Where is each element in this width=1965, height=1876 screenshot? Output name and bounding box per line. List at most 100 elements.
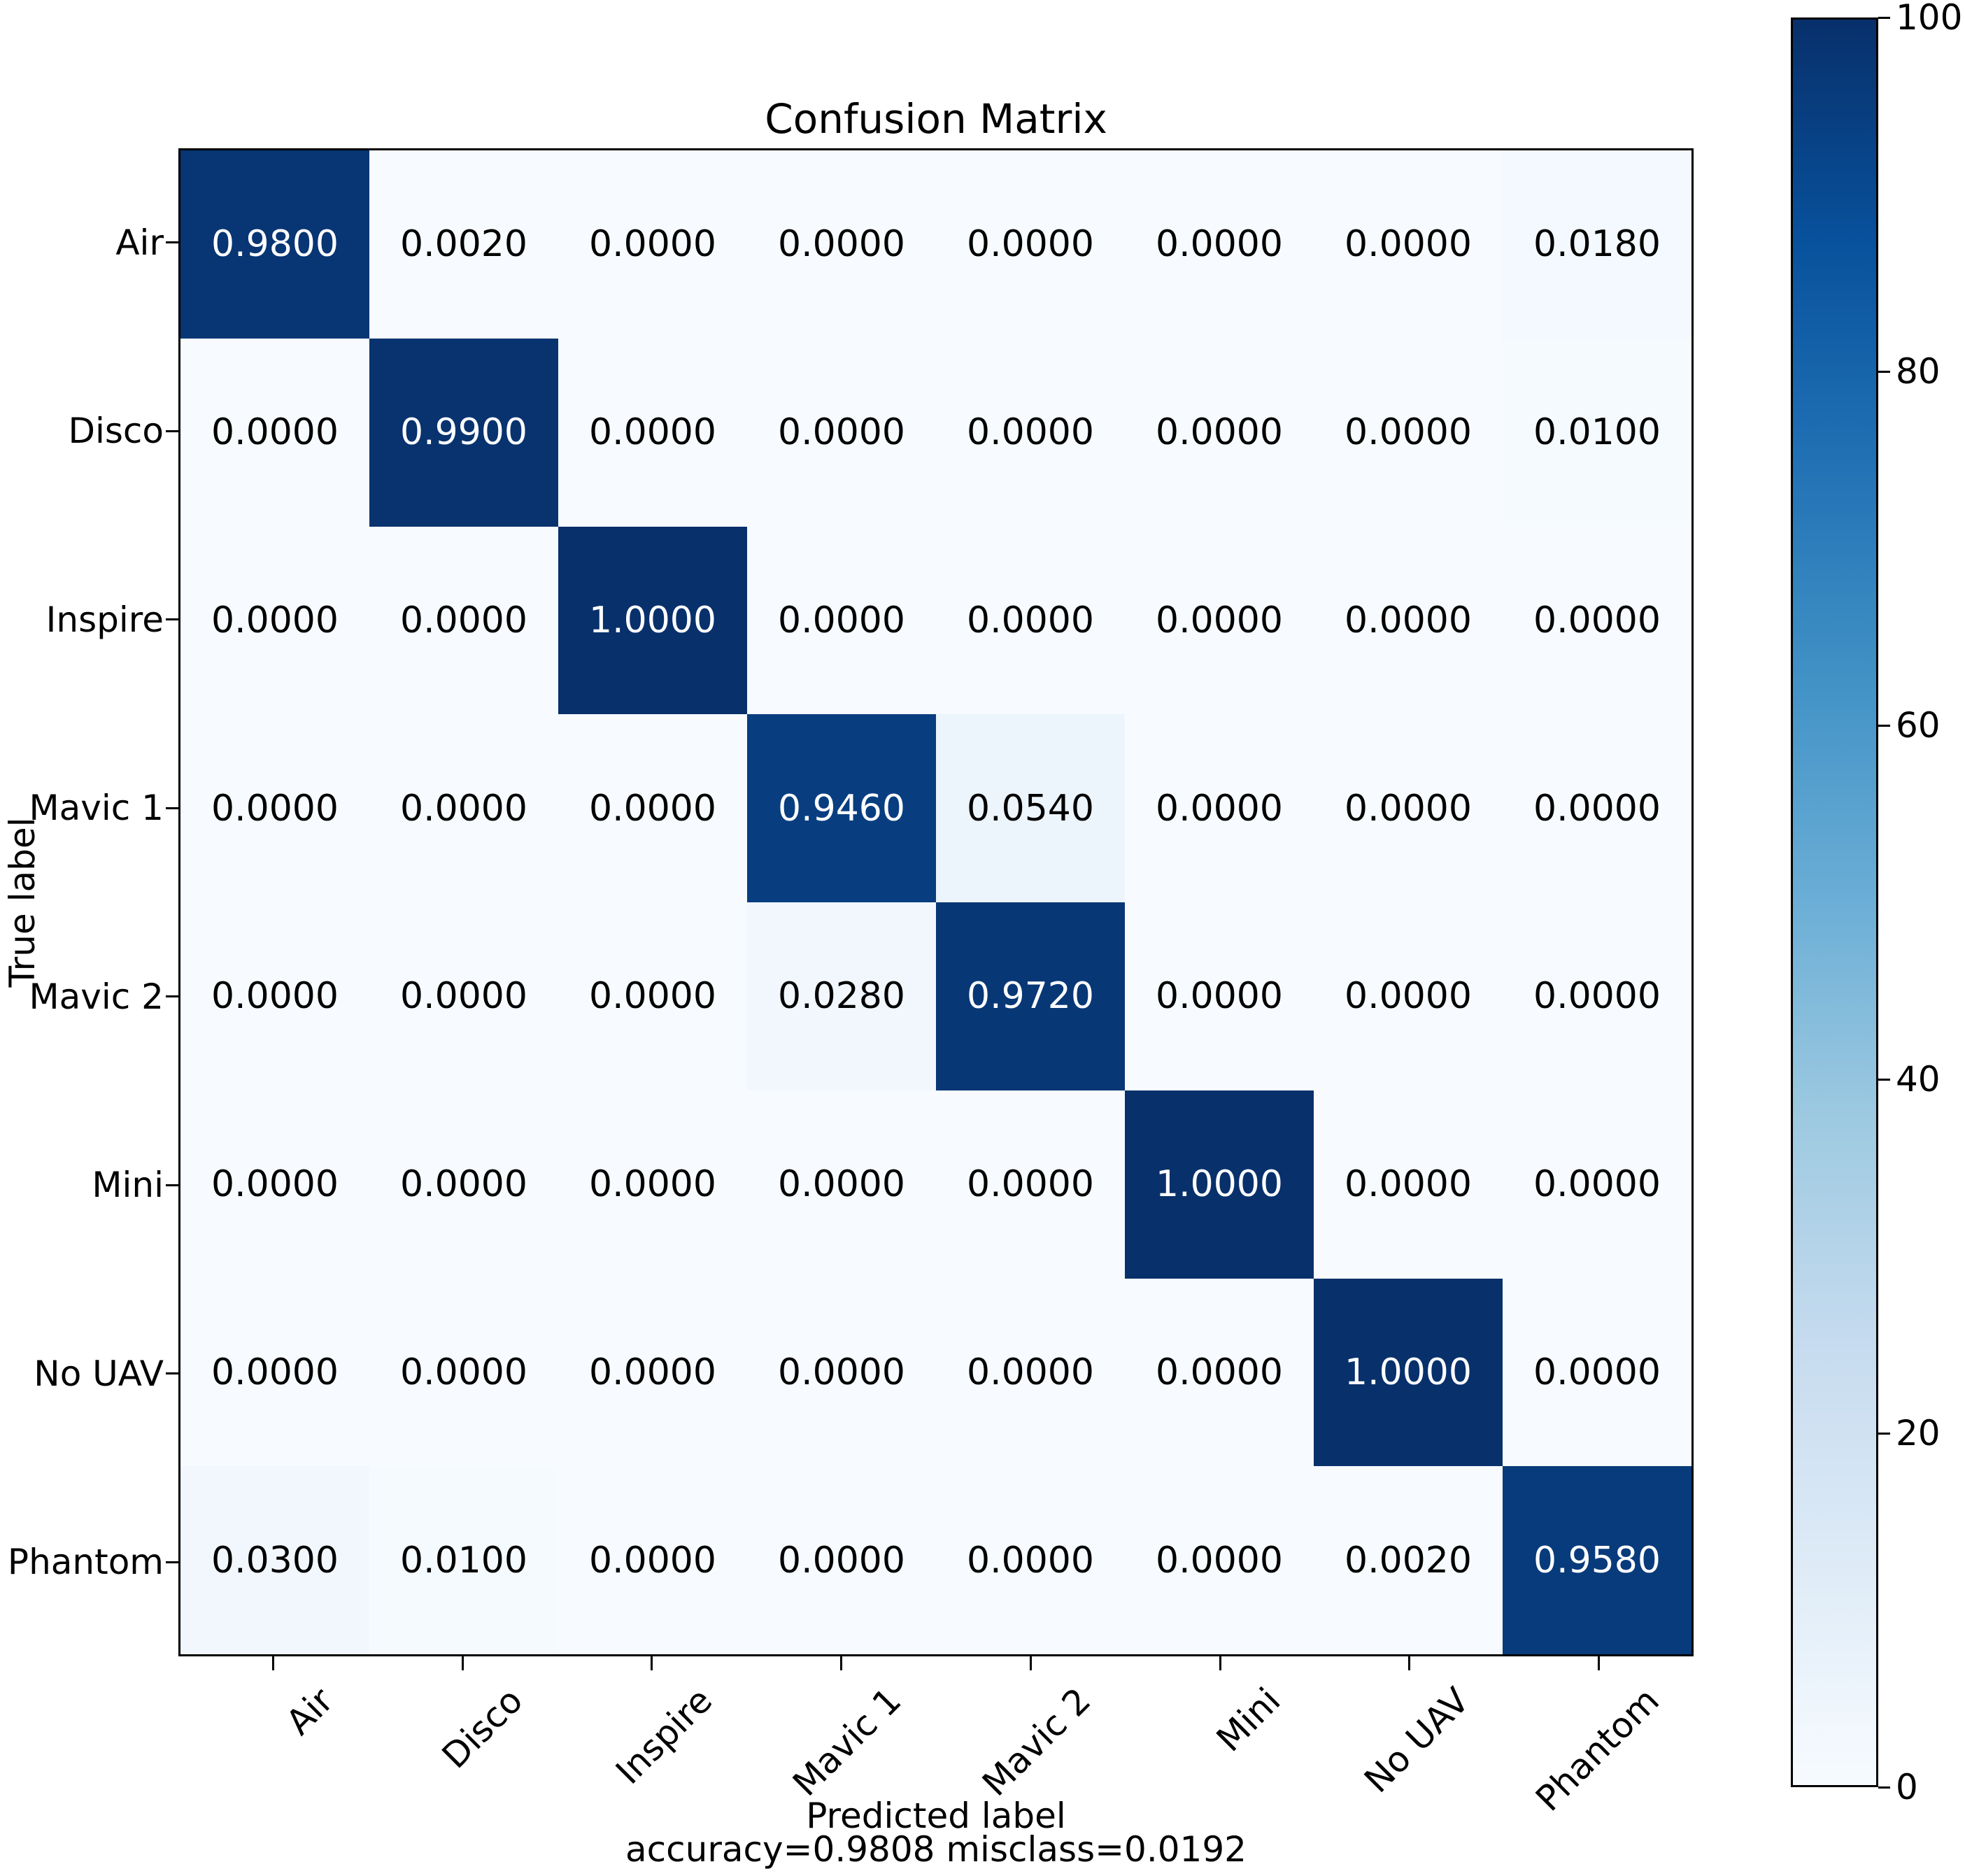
heatmap-cell: 0.0000 (1125, 902, 1314, 1090)
heatmap-cell: 0.0020 (369, 150, 558, 339)
colorbar-tick-label: 40 (1896, 1059, 1941, 1100)
y-tick-label: Disco (68, 411, 164, 452)
y-tick-mark (166, 1184, 178, 1186)
y-tick-mark (166, 1561, 178, 1563)
y-tick-label: Air (115, 222, 164, 263)
colorbar-tick-mark (1878, 1432, 1890, 1435)
x-tick-label: Mini (1208, 1679, 1289, 1760)
x-tick-label: Inspire (607, 1679, 720, 1792)
heatmap-cell: 0.0000 (1314, 1090, 1503, 1279)
heatmap-cell: 1.0000 (1314, 1278, 1503, 1467)
heatmap-cell: 0.0000 (369, 902, 558, 1090)
x-tick-mark (1219, 1656, 1221, 1670)
heatmap-cell: 0.0000 (558, 1466, 747, 1654)
heatmap-cell: 0.0540 (936, 714, 1125, 902)
accuracy-note: accuracy=0.9808 misclass=0.0192 (625, 1829, 1247, 1870)
x-tick-label: Phantom (1527, 1679, 1667, 1819)
x-tick-label: Mavic 2 (974, 1679, 1099, 1804)
x-axis-title: Predicted label (806, 1796, 1066, 1836)
colorbar-tick-label: 20 (1896, 1413, 1941, 1454)
y-tick-mark (166, 1372, 178, 1375)
heatmap-cell: 1.0000 (558, 526, 747, 715)
heatmap-cell: 0.0000 (747, 150, 936, 339)
y-tick-mark (166, 806, 178, 809)
heatmap-cell: 0.0000 (180, 714, 369, 902)
heatmap-cell: 0.0000 (747, 338, 936, 527)
y-tick-mark (166, 241, 178, 244)
heatmap-cell: 0.9900 (369, 338, 558, 527)
x-tick-label: Air (278, 1679, 341, 1743)
heatmap-cell: 0.0000 (1314, 902, 1503, 1090)
x-tick-mark (840, 1656, 843, 1670)
heatmap-cell: 0.0000 (180, 1278, 369, 1467)
y-tick-label: Mavic 2 (29, 976, 164, 1017)
heatmap-cell: 0.0000 (1503, 714, 1691, 902)
heatmap-cell: 0.0000 (1503, 902, 1691, 1090)
heatmap-cell: 0.0000 (180, 902, 369, 1090)
y-axis-title: True label (2, 817, 43, 988)
y-tick-label: Phantom (7, 1542, 164, 1583)
colorbar-tick-label: 100 (1896, 0, 1963, 38)
y-tick-label: Mavic 1 (29, 788, 164, 829)
y-tick-mark (166, 995, 178, 998)
chart-title: Confusion Matrix (765, 95, 1107, 143)
colorbar-tick-mark (1878, 1078, 1890, 1081)
heatmap-grid: 0.9800 0.0020 0.0000 0.0000 0.0000 0.0000 0.00… (180, 150, 1691, 1654)
x-tick-mark (651, 1656, 653, 1670)
heatmap-cell: 0.0300 (180, 1466, 369, 1654)
x-tick-label: Disco (434, 1679, 531, 1777)
heatmap-cell: 0.0000 (936, 1090, 1125, 1279)
heatmap-plot: 0.9800 0.0020 0.0000 0.0000 0.0000 0.0000 0.00… (178, 148, 1694, 1656)
heatmap-cell: 0.9580 (1503, 1466, 1691, 1654)
heatmap-cell: 0.0000 (558, 338, 747, 527)
heatmap-cell: 0.0000 (936, 338, 1125, 527)
heatmap-cell: 0.0000 (1125, 150, 1314, 339)
colorbar (1791, 17, 1878, 1787)
y-tick-label: Mini (92, 1165, 164, 1206)
heatmap-cell: 0.0000 (180, 1090, 369, 1279)
colorbar-tick-label: 0 (1896, 1767, 1918, 1807)
x-tick-label: No UAV (1356, 1679, 1477, 1801)
heatmap-cell: 0.0000 (369, 1278, 558, 1467)
heatmap-cell: 0.0000 (558, 714, 747, 902)
y-tick-label: No UAV (34, 1353, 164, 1394)
heatmap-cell: 0.0000 (558, 902, 747, 1090)
heatmap-cell: 0.0000 (180, 526, 369, 715)
colorbar-tick-mark (1878, 724, 1890, 727)
heatmap-cell: 0.0000 (558, 1090, 747, 1279)
heatmap-cell: 0.0280 (747, 902, 936, 1090)
heatmap-cell: 0.0100 (1503, 338, 1691, 527)
x-tick-mark (1598, 1656, 1601, 1670)
heatmap-cell: 0.0000 (936, 1278, 1125, 1467)
colorbar-tick-mark (1878, 1786, 1890, 1789)
heatmap-cell: 0.0000 (558, 1278, 747, 1467)
x-tick-mark (1408, 1656, 1411, 1670)
heatmap-cell: 0.0100 (369, 1466, 558, 1654)
heatmap-cell: 0.0000 (1503, 526, 1691, 715)
heatmap-cell: 0.0000 (1503, 1090, 1691, 1279)
heatmap-cell: 0.0000 (1314, 526, 1503, 715)
heatmap-cell: 1.0000 (1125, 1090, 1314, 1279)
heatmap-cell: 0.0000 (747, 1278, 936, 1467)
heatmap-cell: 0.0000 (936, 1466, 1125, 1654)
y-tick-mark (166, 429, 178, 432)
heatmap-cell: 0.0000 (369, 714, 558, 902)
y-tick-label: Inspire (45, 599, 164, 640)
heatmap-cell: 0.0020 (1314, 1466, 1503, 1654)
heatmap-cell: 0.0000 (936, 526, 1125, 715)
x-tick-mark (271, 1656, 274, 1670)
heatmap-cell: 0.0000 (369, 526, 558, 715)
heatmap-cell: 0.0000 (747, 1090, 936, 1279)
heatmap-cell: 0.0000 (1125, 338, 1314, 527)
x-tick-mark (1029, 1656, 1032, 1670)
x-tick-mark (461, 1656, 464, 1670)
heatmap-cell: 0.0000 (1314, 150, 1503, 339)
heatmap-cell: 0.0000 (1125, 526, 1314, 715)
heatmap-cell: 0.0000 (747, 1466, 936, 1654)
y-tick-mark (166, 618, 178, 621)
heatmap-cell: 0.0000 (558, 150, 747, 339)
heatmap-cell: 0.0000 (936, 150, 1125, 339)
x-tick-label: Mavic 1 (785, 1679, 909, 1804)
heatmap-cell: 0.9800 (180, 150, 369, 339)
